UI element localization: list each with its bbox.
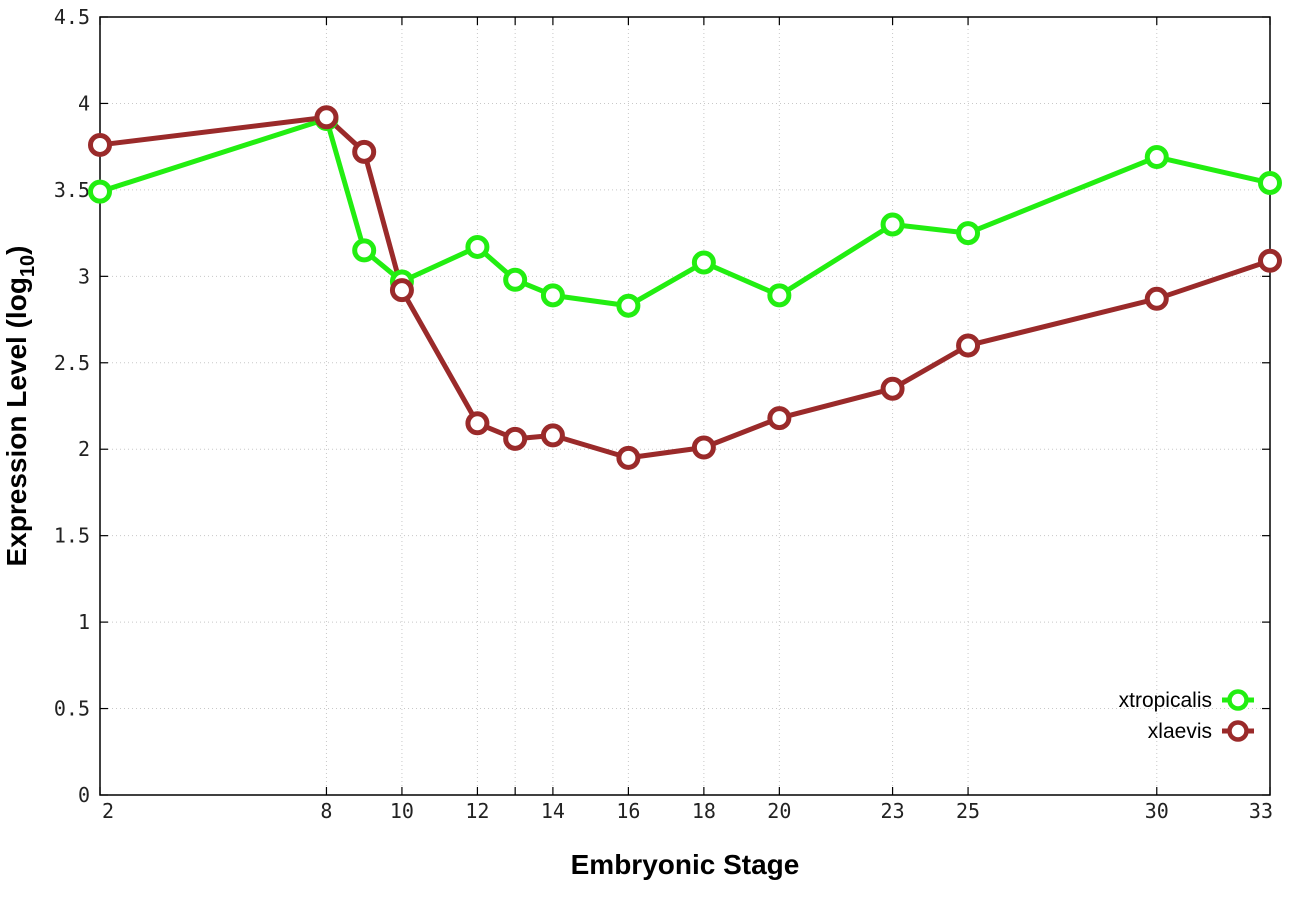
y-axis-title-main: Expression Level (log xyxy=(1,277,32,566)
y-tick-label-4: 4 xyxy=(78,91,90,115)
legend-label-xlaevis: xlaevis xyxy=(1148,720,1212,743)
series-line-xlaevis xyxy=(97,114,1273,461)
legend-swatch-marker-xtropicalis xyxy=(1227,689,1249,711)
y-axis-title-close: ) xyxy=(1,246,32,255)
data-point-xtropicalis xyxy=(691,250,716,275)
data-point-xtropicalis xyxy=(616,293,641,318)
data-point-xlaevis xyxy=(88,132,112,157)
legend-entry-xtropicalis: xtropicalis xyxy=(1119,689,1254,712)
plot-frame xyxy=(99,16,1271,796)
y-tick-label-3: 3 xyxy=(78,264,90,288)
x-tick-label-23: 23 xyxy=(881,799,905,823)
data-point-xtropicalis xyxy=(540,283,565,308)
y-tick-label-3-5: 3.5 xyxy=(54,178,90,202)
data-point-xlaevis xyxy=(691,435,716,460)
x-tick-label-8: 8 xyxy=(320,799,332,823)
data-point-xlaevis xyxy=(956,333,981,358)
x-tick-label-12: 12 xyxy=(465,799,489,823)
x-axis-title: Embryonic Stage xyxy=(571,849,800,880)
data-point-xtropicalis xyxy=(956,221,981,246)
data-point-xtropicalis xyxy=(503,267,528,292)
data-point-xlaevis xyxy=(465,411,490,436)
data-point-xtropicalis xyxy=(1144,145,1169,170)
x-tick-label-18: 18 xyxy=(692,799,716,823)
data-point-xlaevis xyxy=(540,423,565,448)
data-point-xlaevis xyxy=(1258,248,1282,273)
series-lines xyxy=(88,105,1282,470)
legend-swatch-marker-xlaevis xyxy=(1227,720,1249,742)
x-tick-label-16: 16 xyxy=(616,799,640,823)
y-tick-label-2-5: 2.5 xyxy=(54,351,90,375)
y-tick-label-1: 1 xyxy=(78,610,90,634)
x-tick-label-20: 20 xyxy=(767,799,791,823)
y-tick-label-4-5: 4.5 xyxy=(54,5,90,29)
x-tick-label-10: 10 xyxy=(390,799,414,823)
y-tick-label-0-5: 0.5 xyxy=(54,697,90,721)
x-tick-label-30: 30 xyxy=(1145,799,1169,823)
data-point-xlaevis xyxy=(352,139,377,164)
legend-label-xtropicalis: xtropicalis xyxy=(1119,689,1212,712)
data-point-xlaevis xyxy=(616,445,641,470)
y-tick-labels: 0 0.5 1 1.5 2 2.5 3 3.5 4 4.5 xyxy=(54,5,90,807)
data-point-xtropicalis xyxy=(880,212,905,237)
y-axis-title: Expression Level (log10) xyxy=(1,246,39,567)
axis-ticks xyxy=(99,16,1271,796)
y-tick-label-1-5: 1.5 xyxy=(54,524,90,548)
legend: xtropicalis xlaevis xyxy=(1119,689,1254,743)
data-point-xlaevis xyxy=(880,376,905,401)
series-line-xtropicalis xyxy=(97,116,1273,309)
data-point-xlaevis xyxy=(503,426,528,451)
x-tick-label-33: 33 xyxy=(1249,799,1273,823)
x-tick-labels: 2 8 10 12 14 16 18 20 23 25 30 33 xyxy=(102,799,1273,823)
y-tick-label-2: 2 xyxy=(78,437,90,461)
y-tick-label-0: 0 xyxy=(78,783,90,807)
data-point-xlaevis xyxy=(314,105,339,130)
data-point-xlaevis xyxy=(1144,286,1169,311)
legend-entry-xlaevis: xlaevis xyxy=(1148,720,1254,743)
x-tick-label-14: 14 xyxy=(541,799,565,823)
data-point-xtropicalis xyxy=(465,234,490,259)
data-point-xtropicalis xyxy=(88,179,112,204)
x-tick-label-2: 2 xyxy=(102,799,114,823)
y-axis-title-subscript: 10 xyxy=(17,255,39,277)
data-point-xtropicalis xyxy=(352,238,377,263)
x-tick-label-25: 25 xyxy=(956,799,980,823)
data-point-xlaevis xyxy=(767,406,792,431)
data-point-xlaevis xyxy=(389,278,414,303)
data-point-xtropicalis xyxy=(767,283,792,308)
data-point-xtropicalis xyxy=(1258,170,1282,195)
